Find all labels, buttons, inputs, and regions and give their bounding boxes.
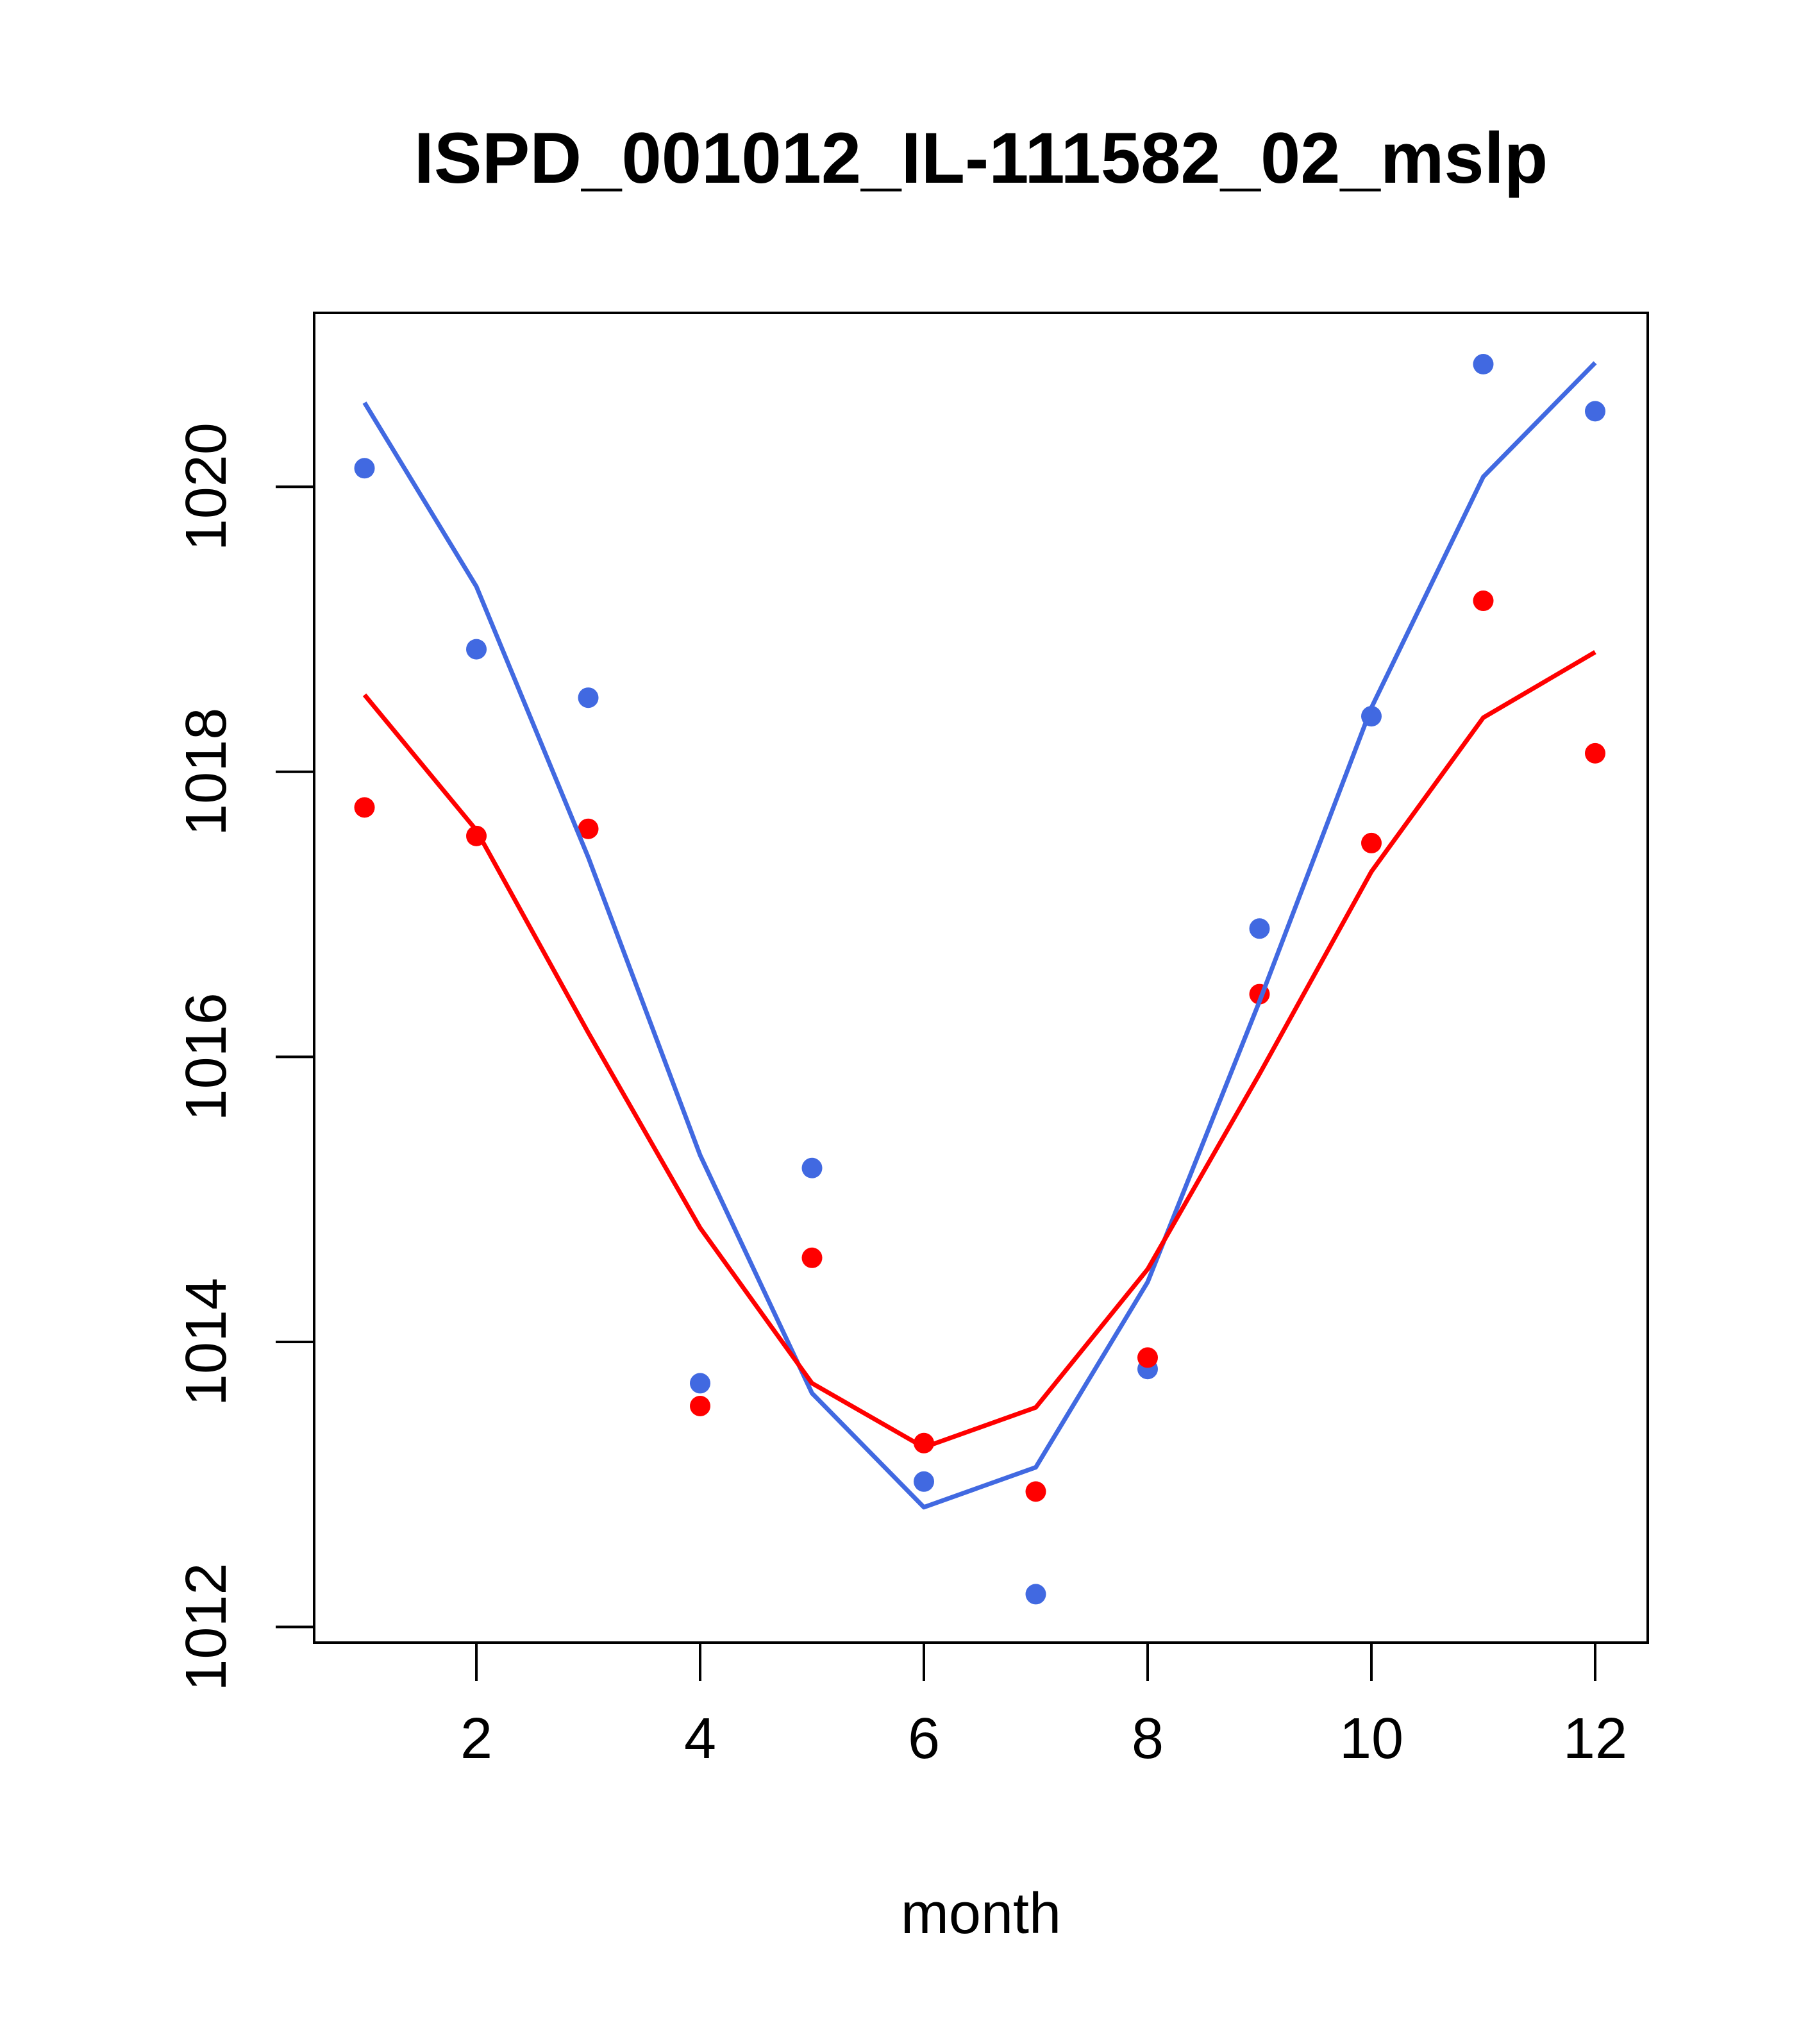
chart-title: ISPD_001012_IL-111582_02_mslp — [414, 118, 1548, 198]
blue-points-point — [1473, 354, 1494, 375]
red-points-point — [1584, 742, 1605, 764]
x-tick-label: 10 — [1339, 1707, 1403, 1771]
y-tick-label: 1014 — [174, 1278, 239, 1406]
red-points-point — [354, 797, 375, 818]
y-tick-label: 1016 — [174, 993, 239, 1121]
blue-points-point — [578, 687, 599, 708]
x-axis: 2 4 6 8 10 12 — [460, 1641, 1627, 1771]
red-points-point — [1025, 1481, 1046, 1502]
x-tick-label: 2 — [460, 1707, 492, 1771]
blue-points-point — [690, 1373, 711, 1394]
red-points-point — [914, 1432, 935, 1453]
blue-points-point — [1584, 401, 1605, 422]
red-points-point — [690, 1395, 711, 1416]
x-axis-label: month — [901, 1882, 1061, 1946]
blue-points-point — [1249, 918, 1270, 939]
red-points-point — [1137, 1347, 1158, 1368]
plot-frame — [313, 312, 1649, 1644]
x-tick-label: 8 — [1132, 1707, 1164, 1771]
blue-points-point — [801, 1157, 823, 1178]
blue-points-point — [1025, 1584, 1046, 1605]
blue-points-point — [354, 458, 375, 479]
red-points-point — [578, 818, 599, 839]
x-tick-label: 6 — [908, 1707, 940, 1771]
y-axis: 1012 1014 1016 1018 1020 — [174, 423, 315, 1691]
red-points-point — [1473, 591, 1494, 612]
y-tick-label: 1018 — [174, 708, 239, 836]
series-layer — [354, 354, 1605, 1605]
y-tick-label: 1012 — [174, 1562, 239, 1691]
red-points-point — [801, 1247, 823, 1268]
blue-points-point — [466, 639, 487, 660]
x-tick-label: 12 — [1563, 1707, 1627, 1771]
red-points-point — [1361, 832, 1382, 853]
red-line-series — [362, 650, 1596, 1450]
x-tick-label: 4 — [684, 1707, 716, 1771]
y-tick-label: 1020 — [174, 423, 239, 551]
blue-points-point — [914, 1471, 935, 1492]
blue-line-series — [362, 361, 1597, 1510]
